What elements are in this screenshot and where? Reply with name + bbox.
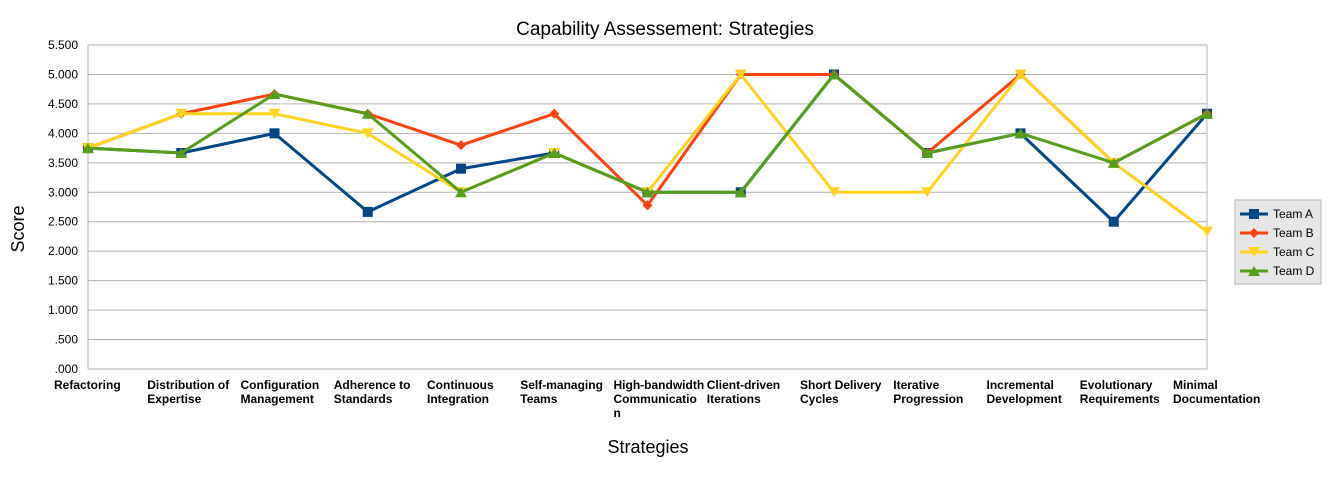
y-tick-label: 4.500 — [48, 97, 78, 111]
y-tick-label: .500 — [55, 333, 79, 347]
data-point — [175, 108, 188, 119]
x-tick-label: Configuration Management — [241, 378, 320, 406]
data-point — [456, 163, 466, 174]
data-point — [828, 69, 840, 80]
legend-swatch-marker — [1249, 228, 1259, 238]
data-point — [734, 69, 747, 80]
legend-item: Team A — [1240, 207, 1313, 221]
data-point — [548, 147, 561, 158]
data-point — [1107, 157, 1120, 168]
y-tick-label: 3.000 — [48, 185, 78, 199]
x-tick-label: Incremental Development — [987, 378, 1062, 406]
data-point — [361, 108, 374, 119]
y-axis-ticks: .000 .500 1.000 1.500 2.000 2.500 3.000 3.500 4.… — [48, 38, 78, 376]
x-tick-label: Iterative Progression — [893, 378, 963, 406]
y-tick-label: 4.000 — [48, 126, 78, 140]
legend-item: Team B — [1240, 226, 1314, 240]
x-tick-label: Short Delivery Cycles — [800, 378, 882, 406]
y-axis-title: Score — [8, 205, 28, 252]
data-point — [1108, 216, 1119, 227]
gridlines — [87, 44, 1208, 370]
x-tick-label: Client-driven Iterations — [707, 378, 780, 406]
legend-item: Team C — [1240, 245, 1315, 259]
data-point — [455, 187, 467, 198]
y-tick-label: 3.500 — [48, 156, 78, 170]
data-point — [268, 89, 281, 100]
x-tick-label: Evolutionary Requirements — [1080, 378, 1160, 406]
y-tick-label: .000 — [55, 362, 79, 376]
data-point — [456, 140, 466, 151]
data-point — [642, 200, 653, 211]
legend-label: Team C — [1273, 245, 1315, 259]
data-point — [734, 187, 747, 198]
data-point — [268, 108, 281, 119]
data-point — [175, 147, 188, 158]
y-tick-label: 2.000 — [48, 244, 78, 258]
legend: Team A Team B Team C Team D — [1234, 199, 1322, 285]
x-axis-title: Strategies — [607, 437, 688, 457]
data-point — [1014, 69, 1027, 80]
data-point — [828, 187, 840, 198]
y-tick-label: 1.500 — [48, 274, 78, 288]
legend-swatch-marker — [1249, 209, 1259, 219]
y-tick-label: 5.000 — [48, 67, 78, 81]
legend-swatch-marker — [1248, 247, 1260, 257]
data-point — [921, 187, 934, 198]
data-point — [549, 108, 560, 119]
series-team-d — [82, 69, 1213, 198]
y-tick-label: 2.500 — [48, 215, 78, 229]
legend-label: Team A — [1273, 207, 1313, 221]
x-tick-label: Continuous Integration — [427, 378, 494, 406]
legend-label: Team B — [1273, 226, 1314, 240]
x-tick-label: Minimal Documentation — [1173, 378, 1260, 406]
data-point — [82, 143, 94, 154]
y-tick-label: 5.500 — [48, 38, 78, 52]
y-tick-label: 1.000 — [48, 303, 78, 317]
series-lines — [82, 69, 1213, 237]
x-tick-label: High-bandwidth Communicatio n — [614, 378, 705, 420]
x-axis-ticks: Refactoring Distribution of Expertise Confi… — [54, 378, 1260, 420]
data-point — [362, 206, 373, 217]
data-point — [1201, 226, 1213, 237]
legend-label: Team D — [1273, 264, 1315, 278]
data-point — [1014, 128, 1027, 139]
legend-item: Team D — [1240, 264, 1315, 278]
data-point — [921, 147, 934, 158]
data-point — [641, 187, 654, 198]
x-tick-label: Adherence to Standards — [334, 378, 411, 406]
x-tick-label: Refactoring — [54, 378, 121, 392]
data-point — [269, 128, 280, 139]
data-point — [1201, 108, 1213, 119]
data-point — [361, 128, 374, 139]
x-tick-label: Distribution of Expertise — [147, 378, 230, 406]
x-tick-label: Self-managing Teams — [520, 378, 603, 406]
chart-title: Capability Assessement: Strategies — [516, 19, 814, 40]
legend-swatch-marker — [1248, 266, 1260, 276]
